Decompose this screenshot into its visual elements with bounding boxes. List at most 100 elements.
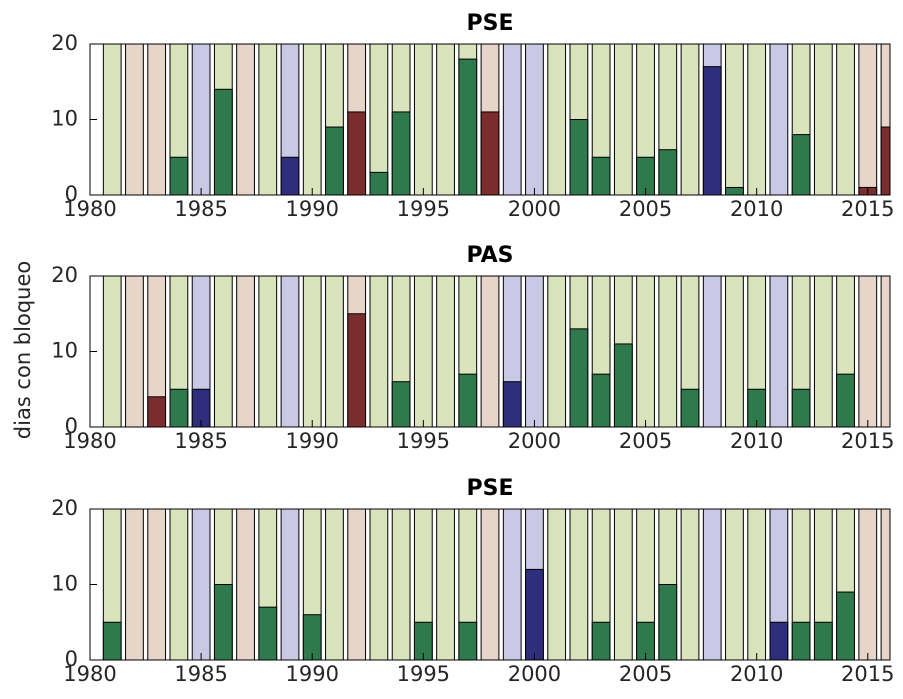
background-bar — [369, 509, 389, 660]
bar — [591, 621, 611, 660]
x-tick-label: 1995 — [397, 429, 450, 453]
background-bar — [280, 276, 300, 427]
bar — [169, 156, 189, 195]
background-bar — [325, 276, 344, 427]
bar — [325, 126, 344, 195]
background-bar — [813, 44, 833, 195]
x-tick-label: 1990 — [285, 429, 338, 453]
background-bar — [702, 276, 722, 427]
background-bar — [436, 44, 455, 195]
background-bar — [880, 509, 890, 660]
x-tick-label: 1995 — [397, 197, 450, 221]
bar — [391, 111, 411, 195]
bar — [347, 313, 367, 427]
bar — [569, 328, 589, 427]
background-bar — [302, 44, 322, 195]
x-tick-label: 2015 — [841, 429, 894, 453]
plot-area — [102, 509, 890, 660]
background-bar — [302, 276, 322, 427]
background-bar — [125, 44, 144, 195]
background-bar — [725, 44, 744, 195]
bar — [591, 156, 611, 195]
x-tick-label: 1985 — [174, 197, 227, 221]
x-tick-label: 1980 — [63, 429, 116, 453]
bar — [302, 614, 322, 660]
bar — [836, 591, 855, 660]
bar — [347, 111, 367, 195]
y-tick-label: 20 — [51, 31, 78, 55]
x-tick-label: 1990 — [285, 197, 338, 221]
background-bar — [236, 509, 255, 660]
bar — [280, 156, 300, 195]
background-bar — [547, 276, 567, 427]
background-bar — [191, 509, 211, 660]
background-bar — [258, 44, 278, 195]
bar — [569, 119, 589, 195]
x-tick-label: 2000 — [508, 429, 561, 453]
background-bar — [369, 276, 389, 427]
background-bar — [858, 276, 878, 427]
background-bar — [725, 509, 744, 660]
bar — [147, 396, 167, 427]
bar — [747, 388, 767, 427]
bar — [213, 88, 233, 195]
y-tick-label: 20 — [51, 263, 78, 287]
background-bar — [636, 276, 655, 427]
background-bar — [769, 44, 789, 195]
background-bar — [436, 509, 455, 660]
x-tick-label: 2005 — [619, 197, 672, 221]
background-bar — [102, 44, 122, 195]
background-bar — [502, 509, 522, 660]
bar — [391, 381, 411, 427]
x-tick-label: 2010 — [730, 197, 783, 221]
background-bar — [280, 509, 300, 660]
bar — [613, 343, 633, 427]
y-axis-label: dias con bloqueo — [11, 261, 35, 439]
x-tick-label: 2010 — [730, 662, 783, 686]
y-tick-label: 0 — [65, 647, 78, 671]
y-tick-label: 0 — [65, 414, 78, 438]
x-tick-label: 1985 — [174, 429, 227, 453]
bar — [591, 373, 611, 427]
x-tick-label: 2005 — [619, 662, 672, 686]
background-bar — [747, 509, 767, 660]
bar — [791, 621, 811, 660]
bar — [702, 66, 722, 195]
bar — [458, 621, 478, 660]
x-tick-label: 2010 — [730, 429, 783, 453]
background-bar — [525, 276, 544, 427]
background-bar — [147, 509, 167, 660]
bar — [458, 58, 478, 195]
x-tick-label: 2000 — [508, 662, 561, 686]
bar — [836, 373, 855, 427]
background-bar — [813, 276, 833, 427]
x-tick-label: 2000 — [508, 197, 561, 221]
y-tick-label: 20 — [51, 496, 78, 520]
background-bar — [102, 276, 122, 427]
background-bar — [569, 509, 589, 660]
background-bar — [480, 276, 500, 427]
background-bar — [858, 509, 878, 660]
bar — [191, 388, 211, 427]
background-bar — [258, 276, 278, 427]
x-tick-label: 1985 — [174, 662, 227, 686]
y-tick-label: 10 — [51, 339, 78, 363]
bar — [636, 621, 655, 660]
background-bar — [502, 44, 522, 195]
background-bar — [413, 44, 433, 195]
x-tick-label: 2015 — [841, 197, 894, 221]
bar — [636, 156, 655, 195]
plot-area — [102, 44, 890, 195]
background-bar — [391, 509, 411, 660]
background-bar — [769, 276, 789, 427]
background-bar — [436, 276, 455, 427]
x-tick-label: 1990 — [285, 662, 338, 686]
bar — [658, 584, 678, 660]
background-bar — [325, 509, 344, 660]
x-tick-label: 1995 — [397, 662, 450, 686]
bar — [213, 584, 233, 660]
background-bar — [613, 44, 633, 195]
background-bar — [836, 44, 855, 195]
background-bar — [480, 509, 500, 660]
background-bar — [413, 276, 433, 427]
